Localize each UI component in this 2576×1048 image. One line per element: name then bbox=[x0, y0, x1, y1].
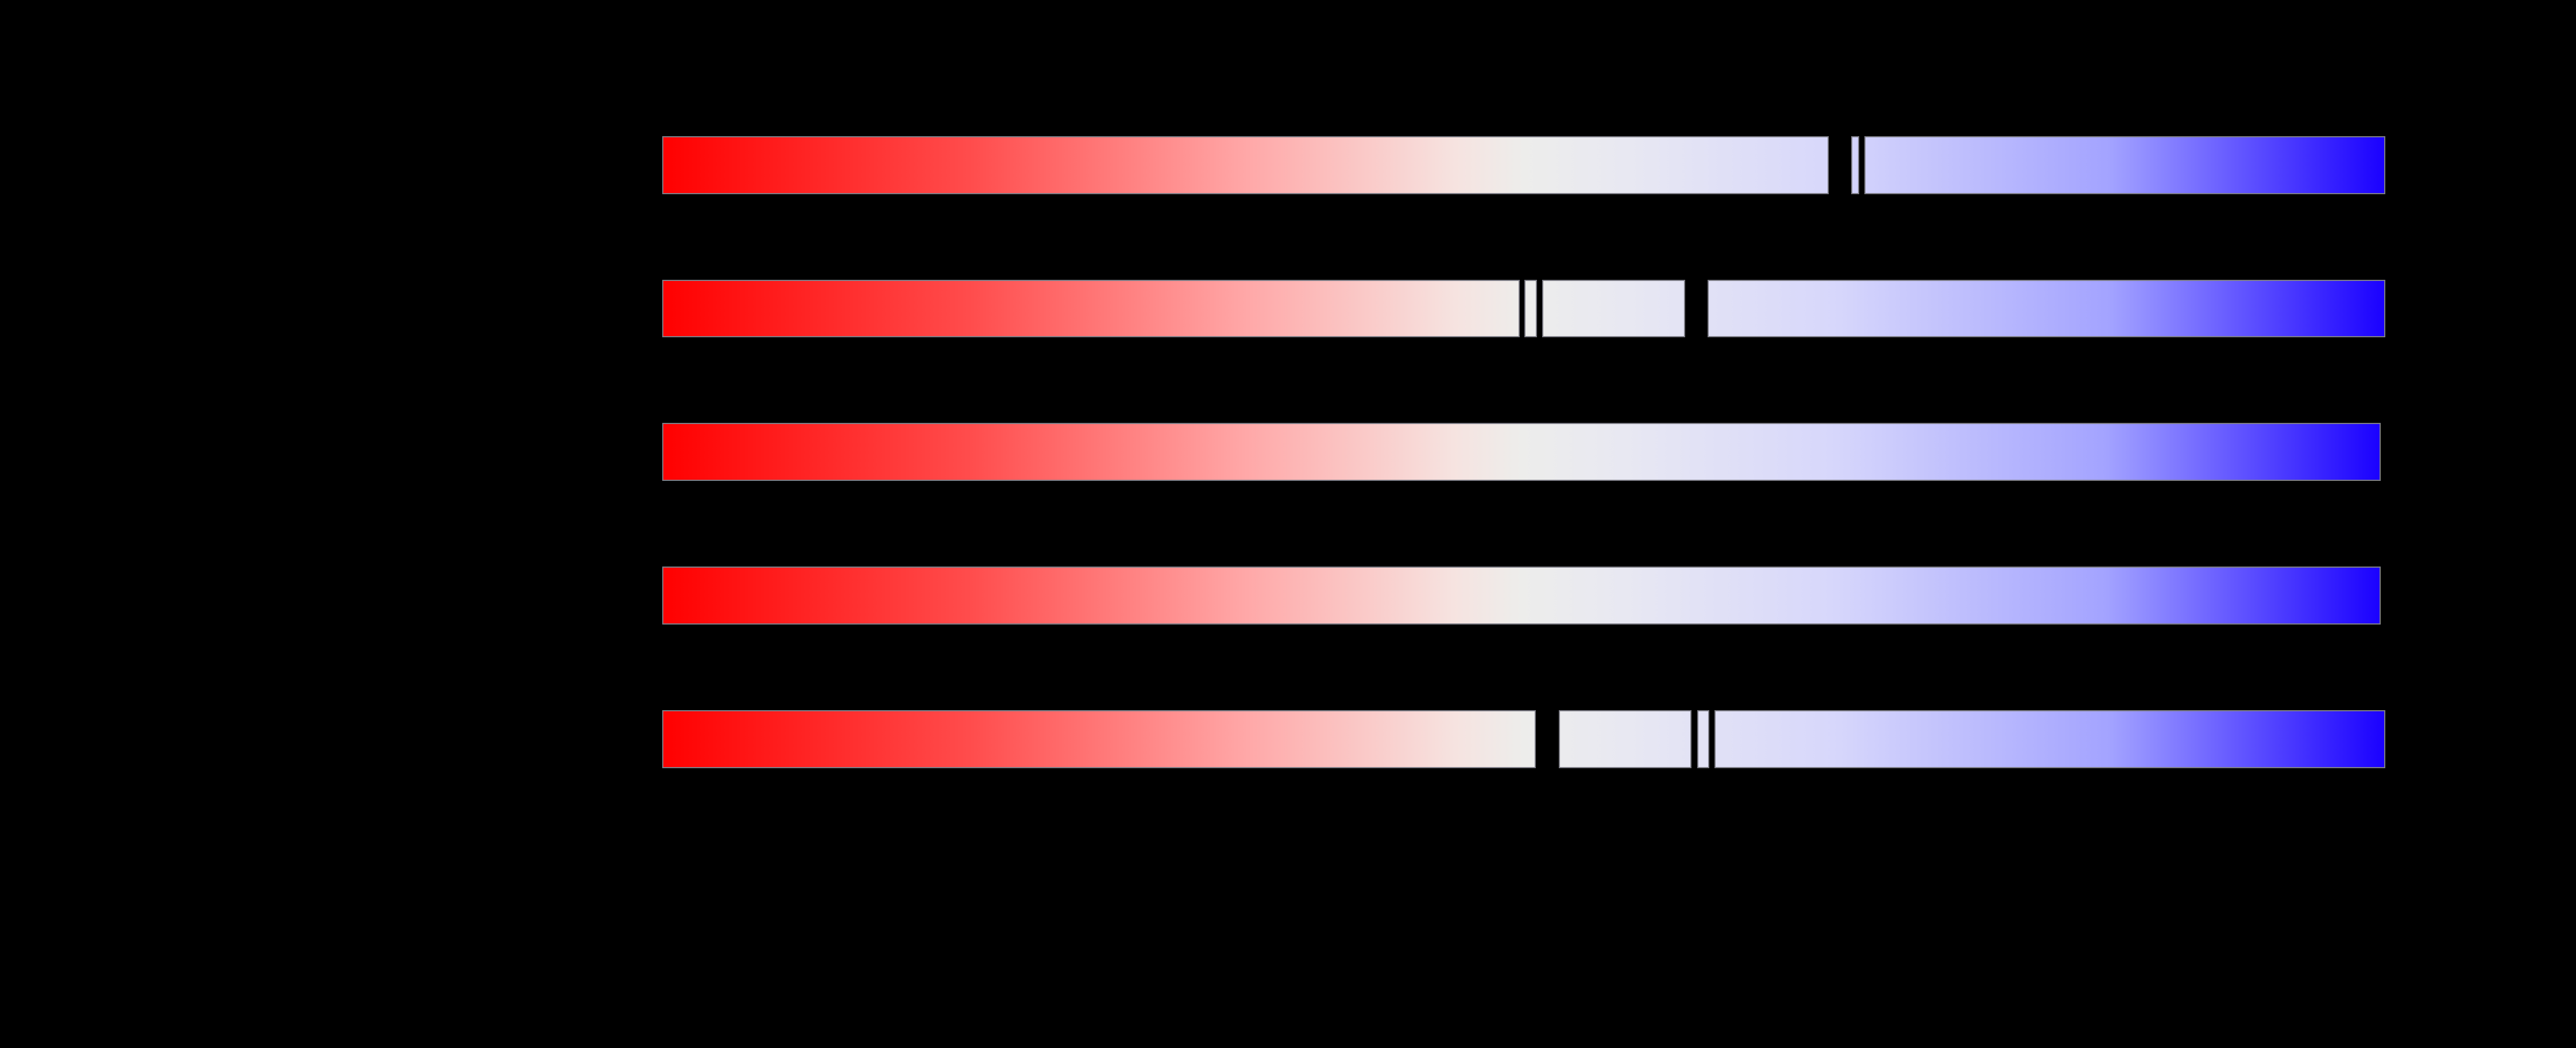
colorbar-segment bbox=[1558, 710, 1691, 768]
colorbar-gradient-fill bbox=[1709, 281, 2384, 336]
colorbar-gradient-fill bbox=[663, 711, 1535, 767]
colorbar-1[interactable] bbox=[662, 136, 2385, 194]
colorbar-gradient-fill bbox=[1543, 281, 1685, 336]
colorbar-2[interactable] bbox=[662, 280, 2385, 337]
colorbar-gradient-fill bbox=[663, 424, 2380, 480]
colorbar-segment bbox=[1708, 280, 2385, 337]
colorbar-segment bbox=[1714, 710, 2385, 768]
colorbar-segment bbox=[1851, 136, 1860, 194]
colorbar-4[interactable] bbox=[662, 567, 2381, 625]
colorbar-segment bbox=[1697, 710, 1710, 768]
colorbar-segment bbox=[1864, 136, 2385, 194]
colorbar-segment bbox=[1542, 280, 1686, 337]
colorbar-5[interactable] bbox=[662, 710, 2385, 768]
colorbar-gradient-fill bbox=[1698, 711, 1709, 767]
colorbar-segment bbox=[662, 423, 2381, 481]
colorbar-segment bbox=[662, 567, 2381, 625]
colorbar-gradient-fill bbox=[1716, 711, 2384, 767]
colorbar-3[interactable] bbox=[662, 423, 2381, 481]
colorbar-gradient-fill bbox=[663, 281, 1519, 336]
colorbar-gradient-fill bbox=[1866, 137, 2384, 193]
colorbar-gradient-fill bbox=[1559, 711, 1690, 767]
colorbar-segment bbox=[662, 280, 1520, 337]
colorbar-gradient-fill bbox=[1852, 137, 1859, 193]
colorbar-gradient-fill bbox=[663, 568, 2380, 623]
colorbar-segment bbox=[662, 710, 1536, 768]
colorbar-gradient-fill bbox=[663, 137, 1828, 193]
colorbar-gradient-fill bbox=[1525, 281, 1536, 336]
colorbar-segment bbox=[662, 136, 1829, 194]
colorbar-segment bbox=[1524, 280, 1538, 337]
